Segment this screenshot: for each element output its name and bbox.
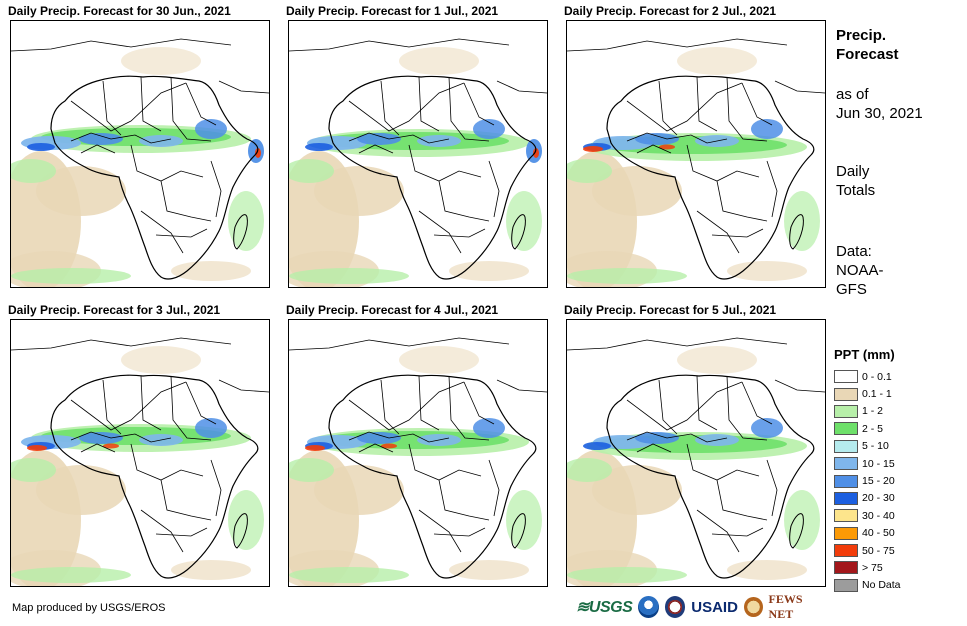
legend-swatch [834, 370, 858, 384]
legend-item: 2 - 5 [834, 420, 959, 437]
legend-swatch [834, 544, 858, 558]
legend-swatch [834, 491, 858, 505]
legend-rows: 0 - 0.1 0.1 - 1 1 - 2 2 - 5 5 - 10 10 - 15 15 … [834, 368, 959, 594]
map-canvas [289, 337, 547, 586]
data-source-line3: GFS [836, 281, 867, 298]
legend-item: 50 - 75 [834, 542, 959, 559]
legend-item: 10 - 15 [834, 455, 959, 472]
panel-title: Daily Precip. Forecast for 1 Jul., 2021 [286, 4, 499, 18]
legend-label: 1 - 2 [862, 405, 884, 418]
precip-legend: PPT (mm) 0 - 0.1 0.1 - 1 1 - 2 2 - 5 5 - 10 1… [834, 346, 959, 594]
as-of-label: as of [836, 86, 869, 103]
forecast-panel-3: Daily Precip. Forecast for 2 Jul., 2021 [564, 3, 826, 293]
usaid-logo: USAID [691, 598, 738, 616]
legend-item: 30 - 40 [834, 507, 959, 524]
legend-item: No Data [834, 577, 959, 594]
data-source-block: Data: NOAA- GFS [836, 242, 884, 299]
map-credit: Map produced by USGS/EROS [12, 602, 166, 614]
legend-item: 0.1 - 1 [834, 385, 959, 402]
legend-swatch [834, 509, 858, 523]
legend-swatch [834, 561, 858, 575]
precip-map [566, 20, 826, 288]
precip-map [10, 20, 270, 288]
legend-swatch [834, 578, 858, 592]
legend-label: 50 - 75 [862, 544, 895, 557]
panel-title: Daily Precip. Forecast for 4 Jul., 2021 [286, 303, 499, 317]
legend-swatch [834, 404, 858, 418]
legend-item: > 75 [834, 559, 959, 576]
nasa-seal-icon [664, 596, 686, 618]
legend-item: 20 - 30 [834, 490, 959, 507]
legend-label: 20 - 30 [862, 492, 895, 505]
data-source-line2: NOAA- [836, 262, 884, 279]
forecast-panel-4: Daily Precip. Forecast for 3 Jul., 2021 [8, 302, 270, 592]
forecast-panel-5: Daily Precip. Forecast for 4 Jul., 2021 [286, 302, 548, 592]
map-canvas [11, 38, 269, 287]
precip-map [566, 319, 826, 587]
legend-item: 0 - 0.1 [834, 368, 959, 385]
legend-swatch [834, 457, 858, 471]
panel-title: Daily Precip. Forecast for 3 Jul., 2021 [8, 303, 221, 317]
legend-label: 30 - 40 [862, 509, 895, 522]
legend-label: 2 - 5 [862, 422, 884, 435]
precip-map [10, 319, 270, 587]
legend-label: No Data [862, 579, 901, 592]
legend-label: 40 - 50 [862, 527, 895, 540]
usgs-logo: ≋USGS [576, 599, 633, 616]
map-title-block: Precip. Forecast [836, 26, 899, 64]
map-canvas [567, 38, 825, 287]
forecast-panel-6: Daily Precip. Forecast for 5 Jul., 2021 [564, 302, 826, 592]
noaa-logo-icon [638, 596, 659, 618]
legend-item: 15 - 20 [834, 472, 959, 489]
data-source-line1: Data: [836, 243, 872, 260]
map-canvas [567, 337, 825, 586]
map-title-line2: Forecast [836, 46, 899, 63]
legend-label: 0 - 0.1 [862, 370, 892, 383]
totals-line1: Daily [836, 163, 870, 180]
map-canvas [289, 38, 547, 287]
panel-title: Daily Precip. Forecast for 2 Jul., 2021 [564, 4, 777, 18]
partner-logos: ≋USGS USAID FEWS NET [576, 592, 826, 621]
forecast-panel-1: Daily Precip. Forecast for 30 Jun., 2021 [8, 3, 270, 293]
legend-label: > 75 [862, 561, 883, 574]
fews-net-seal-icon [743, 597, 763, 617]
panel-title: Daily Precip. Forecast for 30 Jun., 2021 [8, 4, 231, 18]
legend-label: 10 - 15 [862, 457, 895, 470]
as-of-block: as of Jun 30, 2021 [836, 85, 923, 123]
precip-map [288, 319, 548, 587]
legend-swatch [834, 422, 858, 436]
legend-label: 15 - 20 [862, 475, 895, 488]
map-title-line1: Precip. [836, 27, 887, 44]
fews-net-logo: FEWS NET [768, 592, 803, 621]
precip-map [288, 20, 548, 288]
forecast-panel-2: Daily Precip. Forecast for 1 Jul., 2021 [286, 3, 548, 293]
panel-title: Daily Precip. Forecast for 5 Jul., 2021 [564, 303, 777, 317]
legend-swatch [834, 526, 858, 540]
legend-swatch [834, 387, 858, 401]
legend-item: 1 - 2 [834, 403, 959, 420]
as-of-date: Jun 30, 2021 [836, 105, 923, 122]
legend-title: PPT (mm) [834, 347, 895, 362]
legend-swatch [834, 474, 858, 488]
legend-item: 5 - 10 [834, 438, 959, 455]
totals-block: Daily Totals [836, 162, 875, 200]
legend-label: 0.1 - 1 [862, 388, 892, 401]
legend-item: 40 - 50 [834, 525, 959, 542]
totals-line2: Totals [836, 182, 876, 199]
legend-label: 5 - 10 [862, 440, 889, 453]
legend-swatch [834, 439, 858, 453]
map-canvas [11, 337, 269, 586]
